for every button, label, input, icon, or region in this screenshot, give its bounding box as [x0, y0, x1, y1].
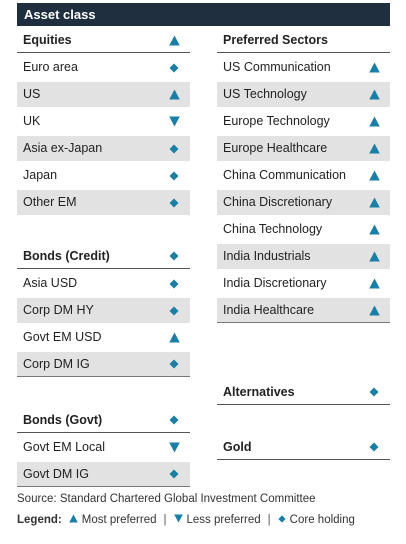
section-header: Bonds (Credit) [17, 244, 190, 269]
diamond-icon [168, 250, 180, 262]
up-triangle-icon [368, 197, 380, 209]
up-triangle-icon [168, 34, 180, 46]
diamond-icon [168, 414, 180, 426]
asset-row: Asia USD [17, 271, 190, 296]
down-triangle-icon [168, 116, 180, 128]
legend-less-preferred: Less preferred [173, 514, 261, 526]
asset-label: Corp DM IG [23, 356, 90, 371]
legend-core-label: Core holding [289, 514, 355, 526]
blank-icon [368, 34, 380, 46]
asset-row: Govt DM IG [17, 462, 190, 487]
section-title: Bonds (Govt) [23, 412, 103, 427]
legend-divider: | [163, 514, 167, 526]
asset-row: US Technology [217, 82, 390, 107]
asset-label: India Discretionary [223, 276, 327, 290]
diamond-icon [168, 468, 180, 480]
down-triangle-icon [168, 442, 180, 454]
asset-label: Europe Technology [223, 114, 330, 128]
asset-label: Euro area [23, 60, 78, 74]
asset-row: Govt EM Local [17, 435, 190, 460]
asset-label: India Healthcare [223, 302, 315, 317]
asset-row: Corp DM IG [17, 352, 190, 377]
section-header: Gold [217, 435, 390, 460]
asset-row: China Communication [217, 163, 390, 188]
down-triangle-icon [173, 514, 187, 526]
up-triangle-icon [168, 89, 180, 101]
up-triangle-icon [168, 332, 180, 344]
asset-row: Govt EM USD [17, 325, 190, 350]
diamond-icon [368, 386, 380, 398]
up-triangle-icon [368, 170, 380, 182]
up-triangle-icon [368, 143, 380, 155]
diamond-icon [168, 305, 180, 317]
asset-row: India Industrials [217, 244, 390, 269]
section-header: Preferred Sectors [217, 28, 390, 53]
asset-label: Europe Healthcare [223, 141, 328, 155]
asset-label: China Communication [223, 168, 346, 182]
asset-label: Govt EM USD [23, 330, 102, 344]
section-title: Gold [223, 439, 252, 454]
section-header: Equities [17, 28, 190, 53]
legend-divider: | [267, 514, 271, 526]
asset-label: US Technology [223, 87, 307, 101]
legend-most-preferred: Most preferred [68, 514, 157, 526]
legend: Legend: Most preferred | Less preferred … [17, 514, 355, 526]
up-triangle-icon [368, 116, 380, 128]
asset-label: Govt EM Local [23, 440, 105, 454]
up-triangle-icon [68, 514, 82, 526]
legend-most-label: Most preferred [81, 514, 157, 526]
asset-row: US Communication [217, 55, 390, 80]
asset-row: Europe Healthcare [217, 136, 390, 161]
diamond-icon [278, 514, 290, 526]
diamond-icon [168, 358, 180, 370]
diamond-icon [368, 441, 380, 453]
asset-label: China Discretionary [223, 195, 333, 209]
up-triangle-icon [368, 224, 380, 236]
section-title: Alternatives [223, 384, 295, 399]
asset-label: Japan [23, 168, 58, 182]
diamond-icon [168, 62, 180, 74]
asset-row: Asia ex-Japan [17, 136, 190, 161]
section-header: Alternatives [217, 380, 390, 405]
section-header: Bonds (Govt) [17, 408, 190, 433]
up-triangle-icon [368, 278, 380, 290]
asset-row: Other EM [17, 190, 190, 215]
asset-label: Other EM [23, 195, 77, 209]
asset-row: China Discretionary [217, 190, 390, 215]
asset-label: India Industrials [223, 249, 311, 263]
asset-row: Japan [17, 163, 190, 188]
asset-label: Asia USD [23, 276, 78, 290]
asset-row: India Discretionary [217, 271, 390, 296]
asset-row: Europe Technology [217, 109, 390, 134]
diamond-icon [168, 278, 180, 290]
asset-label: China Technology [223, 222, 323, 236]
asset-row: US [17, 82, 190, 107]
up-triangle-icon [368, 251, 380, 263]
legend-less-label: Less preferred [186, 514, 261, 526]
asset-row: UK [17, 109, 190, 134]
asset-label: US Communication [223, 60, 331, 74]
asset-row: Corp DM HY [17, 298, 190, 323]
diamond-icon [168, 197, 180, 209]
asset-label: Govt DM IG [23, 466, 89, 481]
asset-label: UK [23, 114, 41, 128]
section-title: Bonds (Credit) [23, 248, 110, 263]
diamond-icon [168, 143, 180, 155]
asset-class-header: Asset class [17, 3, 390, 26]
asset-label: US [23, 87, 41, 101]
legend-title: Legend: [17, 514, 62, 526]
up-triangle-icon [368, 62, 380, 74]
section-title: Equities [23, 32, 72, 47]
asset-row: China Technology [217, 217, 390, 242]
source-note: Source: Standard Chartered Global Invest… [17, 493, 316, 505]
asset-row: Euro area [17, 55, 190, 80]
diamond-icon [168, 170, 180, 182]
asset-label: Asia ex-Japan [23, 141, 103, 155]
asset-row: India Healthcare [217, 298, 390, 323]
section-title: Preferred Sectors [223, 32, 328, 47]
legend-core-holding: Core holding [278, 514, 355, 526]
up-triangle-icon [368, 89, 380, 101]
asset-label: Corp DM HY [23, 303, 94, 317]
up-triangle-icon [368, 304, 380, 316]
